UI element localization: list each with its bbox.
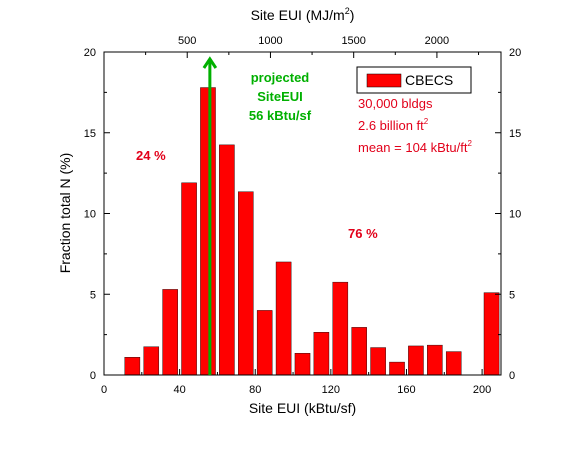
legend: CBECS (356, 66, 472, 94)
annotation-above-projected: 76 % (348, 226, 378, 241)
top-axis-title-main: Site EUI (MJ/m (251, 7, 345, 23)
y-right-tick-label: 0 (509, 370, 515, 382)
x-tick-label: 80 (249, 384, 261, 396)
x-tick-label: 0 (101, 384, 107, 396)
histogram-bar-7 (256, 310, 273, 376)
histogram-bar-8 (275, 261, 292, 376)
bars-layer (124, 87, 500, 376)
histogram-bar-18 (483, 292, 500, 376)
histogram-bar-5 (219, 144, 235, 376)
stat-area-main: 2.6 billion ft (358, 118, 424, 133)
histogram-bar-0 (124, 357, 141, 376)
histogram-bar-1 (143, 346, 160, 376)
stat-mean-main: mean = 104 kBtu/ft (358, 140, 468, 155)
x-axis-title: Site EUI (kBtu/sf) (249, 400, 356, 416)
histogram-bar-9 (294, 352, 311, 376)
x-tick-label: 160 (397, 384, 415, 396)
y-left-tick-label: 15 (84, 128, 96, 140)
histogram-bar-4 (200, 87, 216, 376)
y-right-tick-label: 20 (509, 47, 521, 59)
annotation-below-projected: 24 % (136, 148, 166, 163)
top-axis-title: Site EUI (MJ/m2) (251, 6, 355, 23)
top-tick-label: 500 (178, 35, 196, 47)
histogram-bar-15 (408, 345, 424, 376)
legend-label: CBECS (405, 72, 453, 88)
histogram-bar-10 (313, 332, 330, 376)
histogram-bar-11 (332, 281, 349, 376)
top-tick-label: 1500 (341, 35, 365, 47)
histogram-bar-16 (427, 344, 443, 376)
projected-label-line1: projected (251, 70, 310, 85)
histogram-bar-2 (162, 289, 178, 376)
y-left-tick-label: 10 (84, 209, 96, 221)
projected-marker (202, 56, 218, 375)
x-tick-label: 40 (173, 384, 185, 396)
y-axis-title: Fraction total N (%) (57, 153, 73, 274)
x-tick-label: 200 (473, 384, 491, 396)
histogram-bar-6 (238, 191, 254, 376)
top-tick-label: 2000 (425, 35, 449, 47)
projected-label-line3: 56 kBtu/sf (249, 108, 312, 123)
histogram-bar-13 (370, 347, 386, 376)
projected-label-line2: SiteEUI (257, 89, 303, 104)
stat-area-sup: 2 (424, 117, 429, 126)
top-tick-label: 1000 (258, 35, 282, 47)
stat-area: 2.6 billion ft2 (358, 117, 429, 133)
y-right-tick-label: 15 (509, 128, 521, 140)
y-left-tick-label: 20 (84, 47, 96, 59)
histogram-bar-3 (181, 182, 197, 376)
y-left-tick-label: 5 (90, 289, 96, 301)
projected-arrow-head (202, 56, 218, 69)
histogram-bar-12 (351, 327, 367, 376)
stat-mean: mean = 104 kBtu/ft2 (358, 139, 472, 155)
histogram-bar-14 (389, 361, 405, 376)
legend-swatch (366, 73, 402, 88)
histogram-bar-17 (445, 351, 462, 376)
y-left-tick-label: 0 (90, 370, 96, 382)
stat-mean-sup: 2 (467, 139, 472, 148)
stat-buildings: 30,000 bldgs (358, 96, 433, 111)
y-right-tick-label: 10 (509, 209, 521, 221)
y-right-tick-label: 5 (509, 289, 515, 301)
top-axis-title-end: ) (350, 7, 355, 23)
x-tick-label: 120 (322, 384, 340, 396)
top-axis-title-sup: 2 (345, 6, 350, 16)
